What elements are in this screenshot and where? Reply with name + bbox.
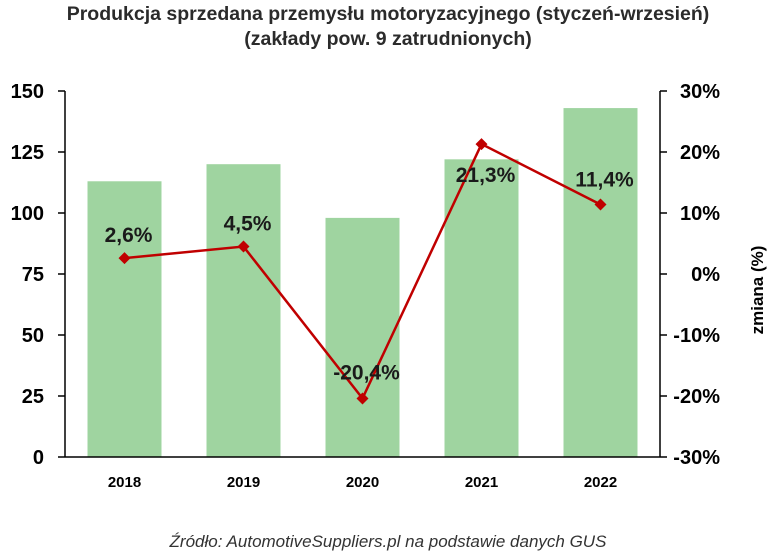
left-tick-label-75: 75 <box>22 264 44 286</box>
right-tick-label-30: 30% <box>680 81 720 103</box>
right-tick-label-20: 20% <box>680 142 720 164</box>
left-tick-label-50: 50 <box>22 325 44 347</box>
x-tick-label-2019: 2019 <box>227 474 260 491</box>
right-tick-label--10: -10% <box>673 325 720 347</box>
bar-2020 <box>325 217 400 457</box>
chart-title-line-2: (zakłady pow. 9 zatrudnionych) <box>244 28 532 50</box>
right-tick-label--30: -30% <box>673 447 720 469</box>
change-marker-2020 <box>356 392 369 405</box>
left-tick-label-0: 0 <box>33 447 44 469</box>
bar-2019 <box>206 164 281 457</box>
change-label-2020: -20,4% <box>333 361 400 384</box>
right-tick-label-0: 0% <box>691 264 720 286</box>
x-tick-label-2018: 2018 <box>108 474 141 491</box>
change-marker-2019 <box>237 240 250 253</box>
x-tick-label-2020: 2020 <box>346 474 379 491</box>
left-tick-label-100: 100 <box>11 203 44 225</box>
left-tick-label-25: 25 <box>22 386 44 408</box>
chart-title: Produkcja sprzedana przemysłu motoryzacy… <box>0 2 776 52</box>
change-label-2018: 2,6% <box>105 224 153 247</box>
change-marker-2022 <box>594 198 607 211</box>
bar-2018 <box>87 181 162 457</box>
x-tick-label-2022: 2022 <box>584 474 617 491</box>
source-note: Źródło: AutomotiveSuppliers.pl na podsta… <box>169 532 607 551</box>
change-marker-2021 <box>475 138 488 151</box>
change-label-2019: 4,5% <box>224 213 272 236</box>
chart-title-line-1: Produkcja sprzedana przemysłu motoryzacy… <box>66 3 710 25</box>
left-tick-label-150: 150 <box>11 81 44 103</box>
right-axis-title: zmiana (%) <box>748 246 767 335</box>
change-marker-2018 <box>118 252 131 265</box>
change-label-2022: 11,4% <box>575 168 634 191</box>
x-tick-label-2021: 2021 <box>465 474 498 491</box>
right-tick-label--20: -20% <box>673 386 720 408</box>
bar-2022 <box>563 108 638 457</box>
change-label-2021: 21,3% <box>456 164 516 187</box>
bar-2021 <box>444 159 519 457</box>
right-tick-label-10: 10% <box>680 203 720 225</box>
left-tick-label-125: 125 <box>11 142 44 164</box>
